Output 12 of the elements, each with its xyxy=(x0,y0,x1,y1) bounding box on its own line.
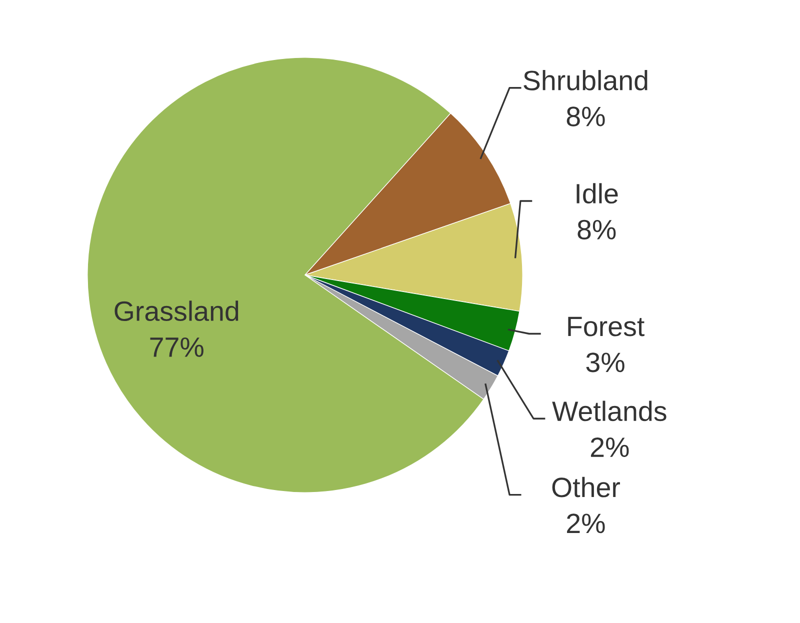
data-label: 77% xyxy=(150,337,204,357)
slice-label: Forest xyxy=(568,316,644,336)
data-label: 8% xyxy=(566,106,605,126)
data-label: 8% xyxy=(578,220,616,240)
slice-label: Shrubland xyxy=(524,70,648,90)
data-label: 2% xyxy=(590,437,629,457)
slice-label: Idle xyxy=(576,183,618,204)
data-label: 3% xyxy=(586,352,624,372)
data-label: 2% xyxy=(567,514,605,534)
slice-label: Wetlands xyxy=(552,400,666,422)
slice-label: Grassland xyxy=(114,300,238,322)
slice-label: Other xyxy=(552,476,620,498)
